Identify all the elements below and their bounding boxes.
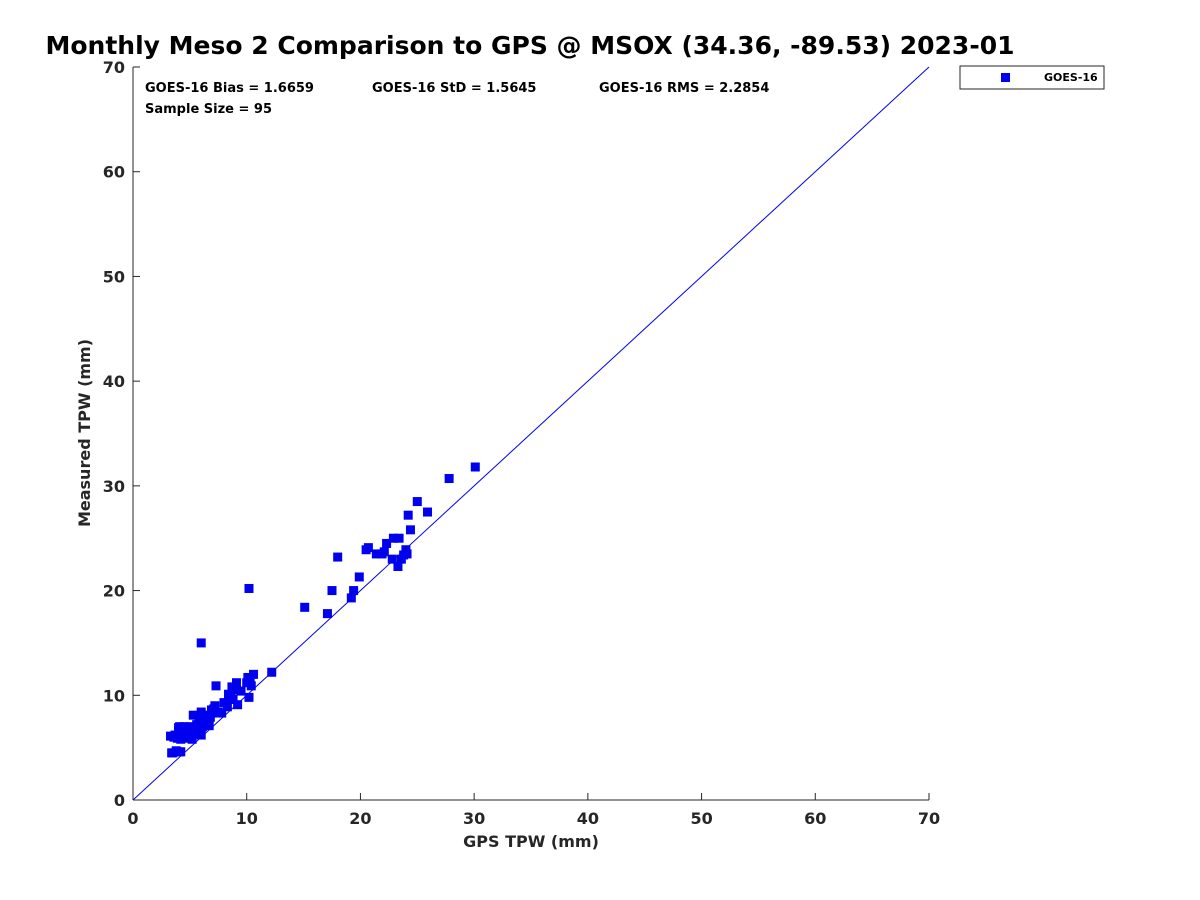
data-point <box>388 533 398 543</box>
data-point <box>246 681 256 691</box>
data-point <box>327 586 337 596</box>
data-point <box>423 507 433 517</box>
data-point <box>188 710 198 720</box>
stat-rms: GOES-16 RMS = 2.2854 <box>599 81 769 96</box>
data-point <box>363 543 373 553</box>
data-point <box>470 462 480 472</box>
data-point <box>211 681 221 691</box>
x-tick-label: 70 <box>918 809 940 828</box>
x-tick-label: 30 <box>463 809 485 828</box>
data-point <box>322 609 332 619</box>
data-point <box>204 721 214 731</box>
stats-annotations: GOES-16 Bias = 1.6659 GOES-16 StD = 1.56… <box>145 81 769 117</box>
data-point <box>230 685 240 695</box>
y-tick-label: 70 <box>103 58 125 77</box>
data-point <box>205 712 215 722</box>
y-tick-label: 10 <box>103 686 125 705</box>
x-tick-label: 0 <box>127 809 138 828</box>
data-point <box>371 549 381 559</box>
stat-sample-size: Sample Size = 95 <box>145 102 272 117</box>
data-point <box>188 726 198 736</box>
data-point <box>233 700 243 710</box>
data-point <box>244 692 254 702</box>
data-point <box>244 583 254 593</box>
data-point <box>196 638 206 648</box>
data-point <box>382 538 392 548</box>
data-point <box>354 572 364 582</box>
data-point <box>249 669 259 679</box>
data-point <box>179 729 189 739</box>
y-axis-label: Measured TPW (mm) <box>75 339 94 527</box>
data-point <box>444 474 454 484</box>
data-point <box>194 711 204 721</box>
data-point <box>197 722 207 732</box>
x-axis-label: GPS TPW (mm) <box>463 832 599 851</box>
data-point <box>402 549 412 559</box>
data-point <box>300 602 310 612</box>
data-point <box>187 734 197 744</box>
y-tick-label: 0 <box>114 791 125 810</box>
x-tick-label: 50 <box>690 809 712 828</box>
y-tick-label: 50 <box>103 267 125 286</box>
data-point <box>394 533 404 543</box>
y-tick-label: 20 <box>103 582 125 601</box>
data-point <box>209 704 219 714</box>
data-point <box>196 730 206 740</box>
data-point <box>393 561 403 571</box>
reference-line-group <box>132 66 930 801</box>
data-point <box>405 525 415 535</box>
data-point <box>412 497 422 507</box>
y-tick-label: 60 <box>103 163 125 182</box>
x-tick-label: 10 <box>236 809 258 828</box>
x-tick-label: 40 <box>577 809 599 828</box>
data-point <box>173 723 183 733</box>
data-point <box>231 678 241 688</box>
legend-marker-goes16 <box>1001 73 1010 82</box>
chart-title: Monthly Meso 2 Comparison to GPS @ MSOX … <box>46 31 1015 60</box>
data-point <box>403 510 413 520</box>
data-points <box>166 462 480 758</box>
axes: 0 10 20 30 40 50 60 70 0 10 20 30 40 50 60 70 <box>103 58 940 828</box>
stat-bias: GOES-16 Bias = 1.6659 <box>145 81 314 96</box>
data-point <box>228 694 238 704</box>
y-tick-label: 40 <box>103 372 125 391</box>
legend: GOES-16 <box>959 65 1105 90</box>
data-point <box>167 748 177 758</box>
x-tick-label: 60 <box>804 809 826 828</box>
data-point <box>379 547 389 557</box>
data-point <box>267 667 277 677</box>
data-point <box>219 698 229 708</box>
data-point <box>169 732 179 742</box>
data-point <box>236 686 246 696</box>
data-point <box>346 593 356 603</box>
data-point <box>200 710 210 720</box>
data-point <box>175 747 185 757</box>
legend-label-goes16: GOES-16 <box>1044 71 1098 84</box>
data-point <box>349 586 359 596</box>
one-to-one-line <box>132 66 930 801</box>
data-point <box>192 720 202 730</box>
legend-box <box>959 65 1105 90</box>
y-tick-label: 30 <box>103 477 125 496</box>
data-point <box>176 734 186 744</box>
stat-std: GOES-16 StD = 1.5645 <box>372 81 536 96</box>
data-point <box>213 707 223 717</box>
data-point <box>333 552 343 562</box>
x-tick-label: 20 <box>349 809 371 828</box>
data-point <box>387 554 397 564</box>
